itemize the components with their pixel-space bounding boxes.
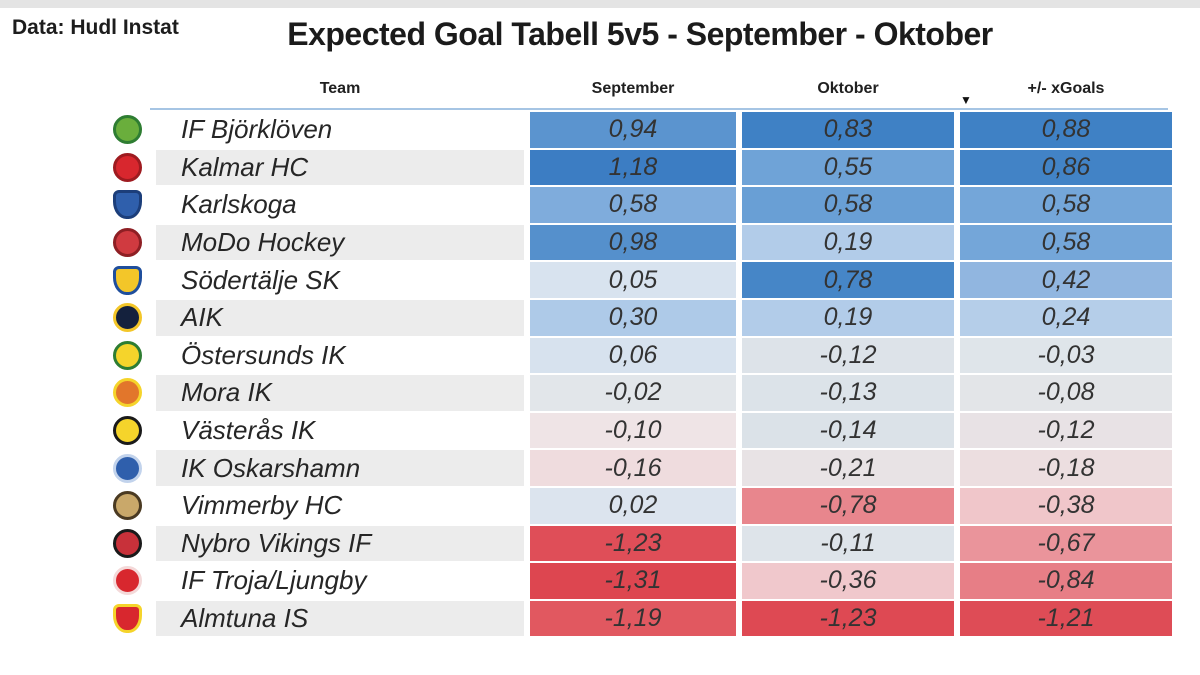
xgoals-value: 0,42 — [960, 262, 1172, 298]
team-logo-icon — [112, 228, 142, 258]
oktober-value: 0,83 — [742, 112, 954, 148]
oktober-value: -0,14 — [742, 412, 954, 449]
xgoals-value: 0,58 — [960, 187, 1172, 223]
team-logo-icon — [112, 340, 142, 370]
oktober-value: -0,21 — [742, 450, 954, 486]
header-underline — [150, 108, 1168, 110]
september-value: 0,05 — [530, 262, 736, 298]
column-header-oktober[interactable]: Oktober — [817, 80, 879, 97]
team-name: IF Björklöven — [181, 114, 333, 145]
oktober-value: -0,12 — [742, 337, 954, 374]
team-logo-icon — [112, 303, 142, 333]
column-header-september[interactable]: September — [591, 80, 675, 97]
data-source-label: Data: Hudl Instat — [12, 16, 179, 39]
xgoals-value: -0,18 — [960, 450, 1172, 486]
september-value: 0,06 — [530, 337, 736, 374]
oktober-value: -0,11 — [742, 525, 954, 562]
september-value: -1,31 — [530, 563, 736, 599]
team-name: Vimmerby HC — [181, 490, 343, 521]
team-logo-icon — [112, 491, 142, 521]
team-logo-icon — [112, 566, 142, 596]
september-value: 0,58 — [530, 187, 736, 223]
column-header-team[interactable]: Team — [319, 80, 361, 97]
team-name: Kalmar HC — [156, 149, 524, 186]
team-logo-icon — [112, 190, 142, 220]
oktober-value: 0,55 — [742, 149, 954, 186]
september-value: -0,16 — [530, 450, 736, 486]
team-logo-icon — [112, 378, 142, 408]
team-name: Mora IK — [156, 375, 524, 411]
september-value: 0,30 — [530, 299, 736, 336]
team-name: Södertälje SK — [181, 264, 340, 295]
oktober-value: 0,58 — [742, 187, 954, 223]
xgoals-value: -0,67 — [960, 525, 1172, 562]
team-logo-cell — [104, 262, 150, 298]
september-value: 0,98 — [530, 224, 736, 261]
xgoals-value: -1,21 — [960, 600, 1172, 637]
team-name: Östersunds IK — [181, 339, 346, 370]
oktober-value: -0,13 — [742, 375, 954, 411]
team-logo-icon — [112, 115, 142, 145]
xgoals-value: -0,84 — [960, 563, 1172, 599]
team-name: Västerås IK — [181, 415, 316, 446]
xgoals-value: 0,88 — [960, 112, 1172, 148]
team-name: IK Oskarshamn — [156, 450, 524, 486]
team-logo-cell — [104, 150, 150, 186]
september-value: 1,18 — [530, 149, 736, 186]
oktober-value: -0,36 — [742, 563, 954, 599]
september-value: -1,23 — [530, 525, 736, 562]
oktober-value: 0,78 — [742, 262, 954, 298]
oktober-value: -0,78 — [742, 487, 954, 524]
column-header-xgoals[interactable]: +/- xGoals — [1027, 80, 1105, 97]
xgoals-value: -0,08 — [960, 375, 1172, 411]
header-logo-spacer — [104, 78, 150, 100]
team-logo-icon — [112, 416, 142, 446]
september-value: 0,02 — [530, 487, 736, 524]
team-logo-cell — [104, 375, 150, 411]
team-name: AIK — [156, 299, 524, 336]
team-logo-cell — [104, 526, 150, 562]
team-logo-cell — [104, 187, 150, 223]
table-body: IF Björklöven 0,94 0,83 0,88 Kalmar HC 1… — [104, 112, 1172, 637]
team-logo-icon — [112, 265, 142, 295]
xgoals-value: -0,38 — [960, 487, 1172, 524]
team-logo-cell — [104, 488, 150, 524]
page-title: Expected Goal Tabell 5v5 - September - O… — [287, 16, 993, 52]
september-value: 0,94 — [530, 112, 736, 148]
team-logo-cell — [104, 300, 150, 336]
team-logo-cell — [104, 225, 150, 261]
september-value: -1,19 — [530, 600, 736, 637]
oktober-value: 0,19 — [742, 224, 954, 261]
team-name: Karlskoga — [181, 189, 297, 220]
team-name: Nybro Vikings IF — [156, 525, 524, 562]
team-logo-icon — [112, 604, 142, 634]
team-logo-icon — [112, 152, 142, 182]
team-logo-cell — [104, 563, 150, 599]
september-value: -0,02 — [530, 375, 736, 411]
september-value: -0,10 — [530, 412, 736, 449]
team-logo-cell — [104, 450, 150, 486]
oktober-value: -1,23 — [742, 600, 954, 637]
team-logo-cell — [104, 112, 150, 148]
team-name: IF Troja/Ljungby — [181, 565, 367, 596]
team-logo-cell — [104, 413, 150, 449]
team-logo-icon — [112, 453, 142, 483]
xgoals-value: 0,58 — [960, 224, 1172, 261]
xgoals-value: -0,12 — [960, 412, 1172, 449]
team-logo-cell — [104, 601, 150, 637]
xgoals-value: 0,24 — [960, 299, 1172, 336]
team-name: Almtuna IS — [156, 600, 524, 637]
oktober-value: 0,19 — [742, 299, 954, 336]
xgoals-value: -0,03 — [960, 337, 1172, 374]
top-strip — [0, 0, 1200, 8]
team-name: MoDo Hockey — [156, 224, 524, 261]
team-logo-icon — [112, 528, 142, 558]
team-logo-cell — [104, 338, 150, 374]
sort-descending-icon[interactable]: ▼ — [960, 93, 972, 107]
table-header-row: Team September Oktober +/- xGoals — [104, 78, 1172, 100]
xgoals-value: 0,86 — [960, 149, 1172, 186]
